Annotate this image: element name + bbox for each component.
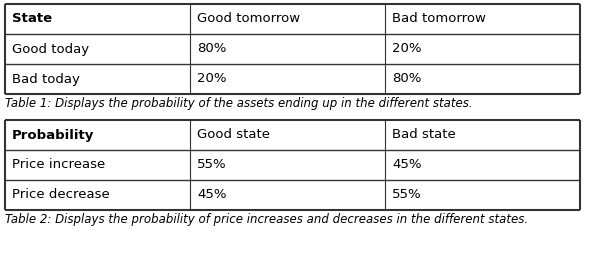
Bar <box>385 34 580 64</box>
Bar <box>190 34 385 64</box>
Text: Price decrease: Price decrease <box>12 188 110 201</box>
Bar <box>5 4 190 34</box>
Bar <box>5 180 190 210</box>
Bar <box>190 4 385 34</box>
Bar <box>5 64 190 94</box>
Bar <box>385 150 580 180</box>
Text: Good tomorrow: Good tomorrow <box>197 12 300 25</box>
Bar <box>190 120 385 150</box>
Text: 45%: 45% <box>197 188 226 201</box>
Bar <box>5 34 190 64</box>
Text: 80%: 80% <box>392 73 421 86</box>
Text: State: State <box>12 12 52 25</box>
Text: 80%: 80% <box>197 42 226 55</box>
Text: Bad tomorrow: Bad tomorrow <box>392 12 486 25</box>
Text: 55%: 55% <box>197 158 226 171</box>
Text: 20%: 20% <box>197 73 226 86</box>
Bar <box>385 64 580 94</box>
Bar <box>385 180 580 210</box>
Text: Bad today: Bad today <box>12 73 80 86</box>
Text: Probability: Probability <box>12 129 95 142</box>
Bar <box>190 150 385 180</box>
Bar <box>5 150 190 180</box>
Text: Price increase: Price increase <box>12 158 105 171</box>
Text: 55%: 55% <box>392 188 421 201</box>
Text: Good state: Good state <box>197 129 270 142</box>
Bar <box>385 4 580 34</box>
Text: Good today: Good today <box>12 42 89 55</box>
Bar <box>190 180 385 210</box>
Bar <box>385 120 580 150</box>
Text: 45%: 45% <box>392 158 421 171</box>
Text: Table 2: Displays the probability of price increases and decreases in the differ: Table 2: Displays the probability of pri… <box>5 213 528 226</box>
Text: Bad state: Bad state <box>392 129 456 142</box>
Text: 20%: 20% <box>392 42 421 55</box>
Bar <box>190 64 385 94</box>
Bar <box>5 120 190 150</box>
Text: Table 1: Displays the probability of the assets ending up in the different state: Table 1: Displays the probability of the… <box>5 97 473 110</box>
